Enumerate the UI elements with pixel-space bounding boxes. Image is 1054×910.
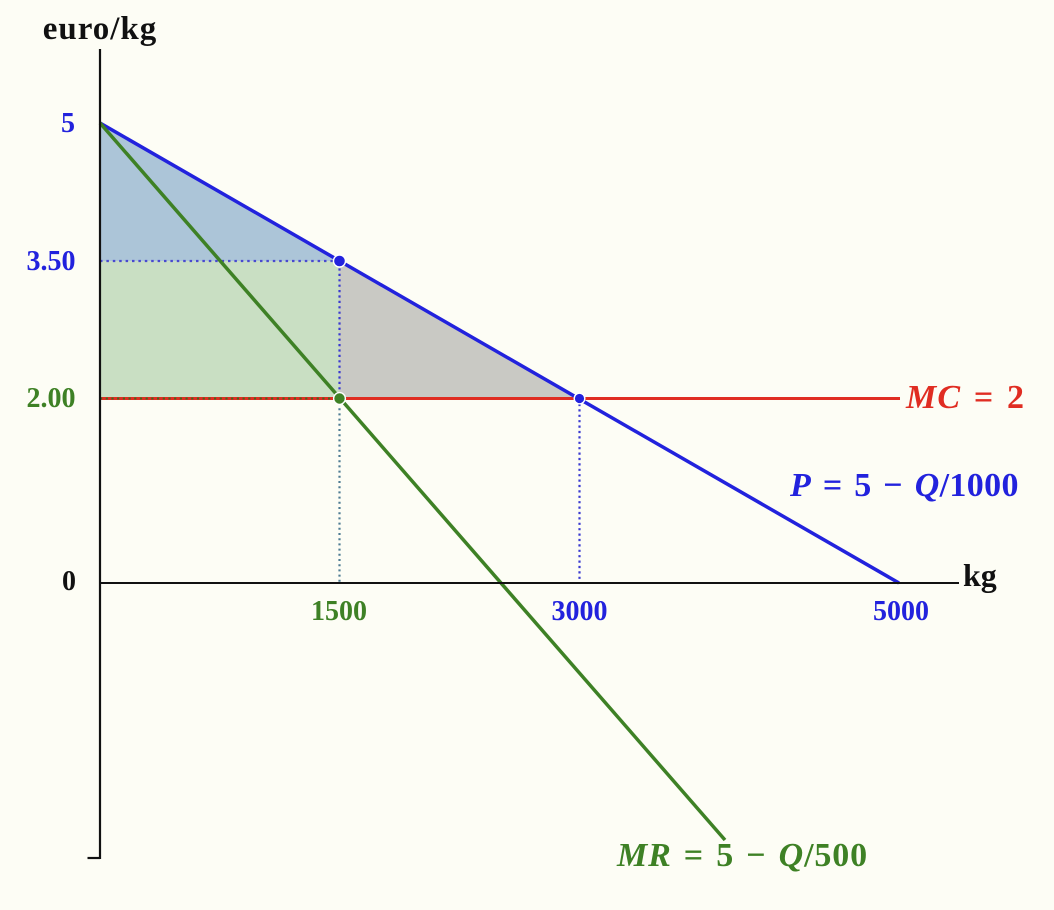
svg-text:P = 5 − Q/1000: P = 5 − Q/1000 [789,467,1019,504]
svg-text:MC = 2: MC = 2 [905,379,1025,416]
svg-text:5: 5 [61,108,75,139]
svg-text:5000: 5000 [873,596,929,627]
svg-text:1500: 1500 [311,596,367,627]
svg-text:3000: 3000 [552,596,608,627]
svg-text:euro/kg: euro/kg [43,11,158,47]
svg-text:0: 0 [62,566,76,597]
svg-text:kg: kg [963,557,997,593]
svg-text:2.00: 2.00 [27,383,76,414]
svg-text:MR = 5 − Q/500: MR = 5 − Q/500 [616,837,868,874]
svg-text:3.50: 3.50 [27,246,76,277]
